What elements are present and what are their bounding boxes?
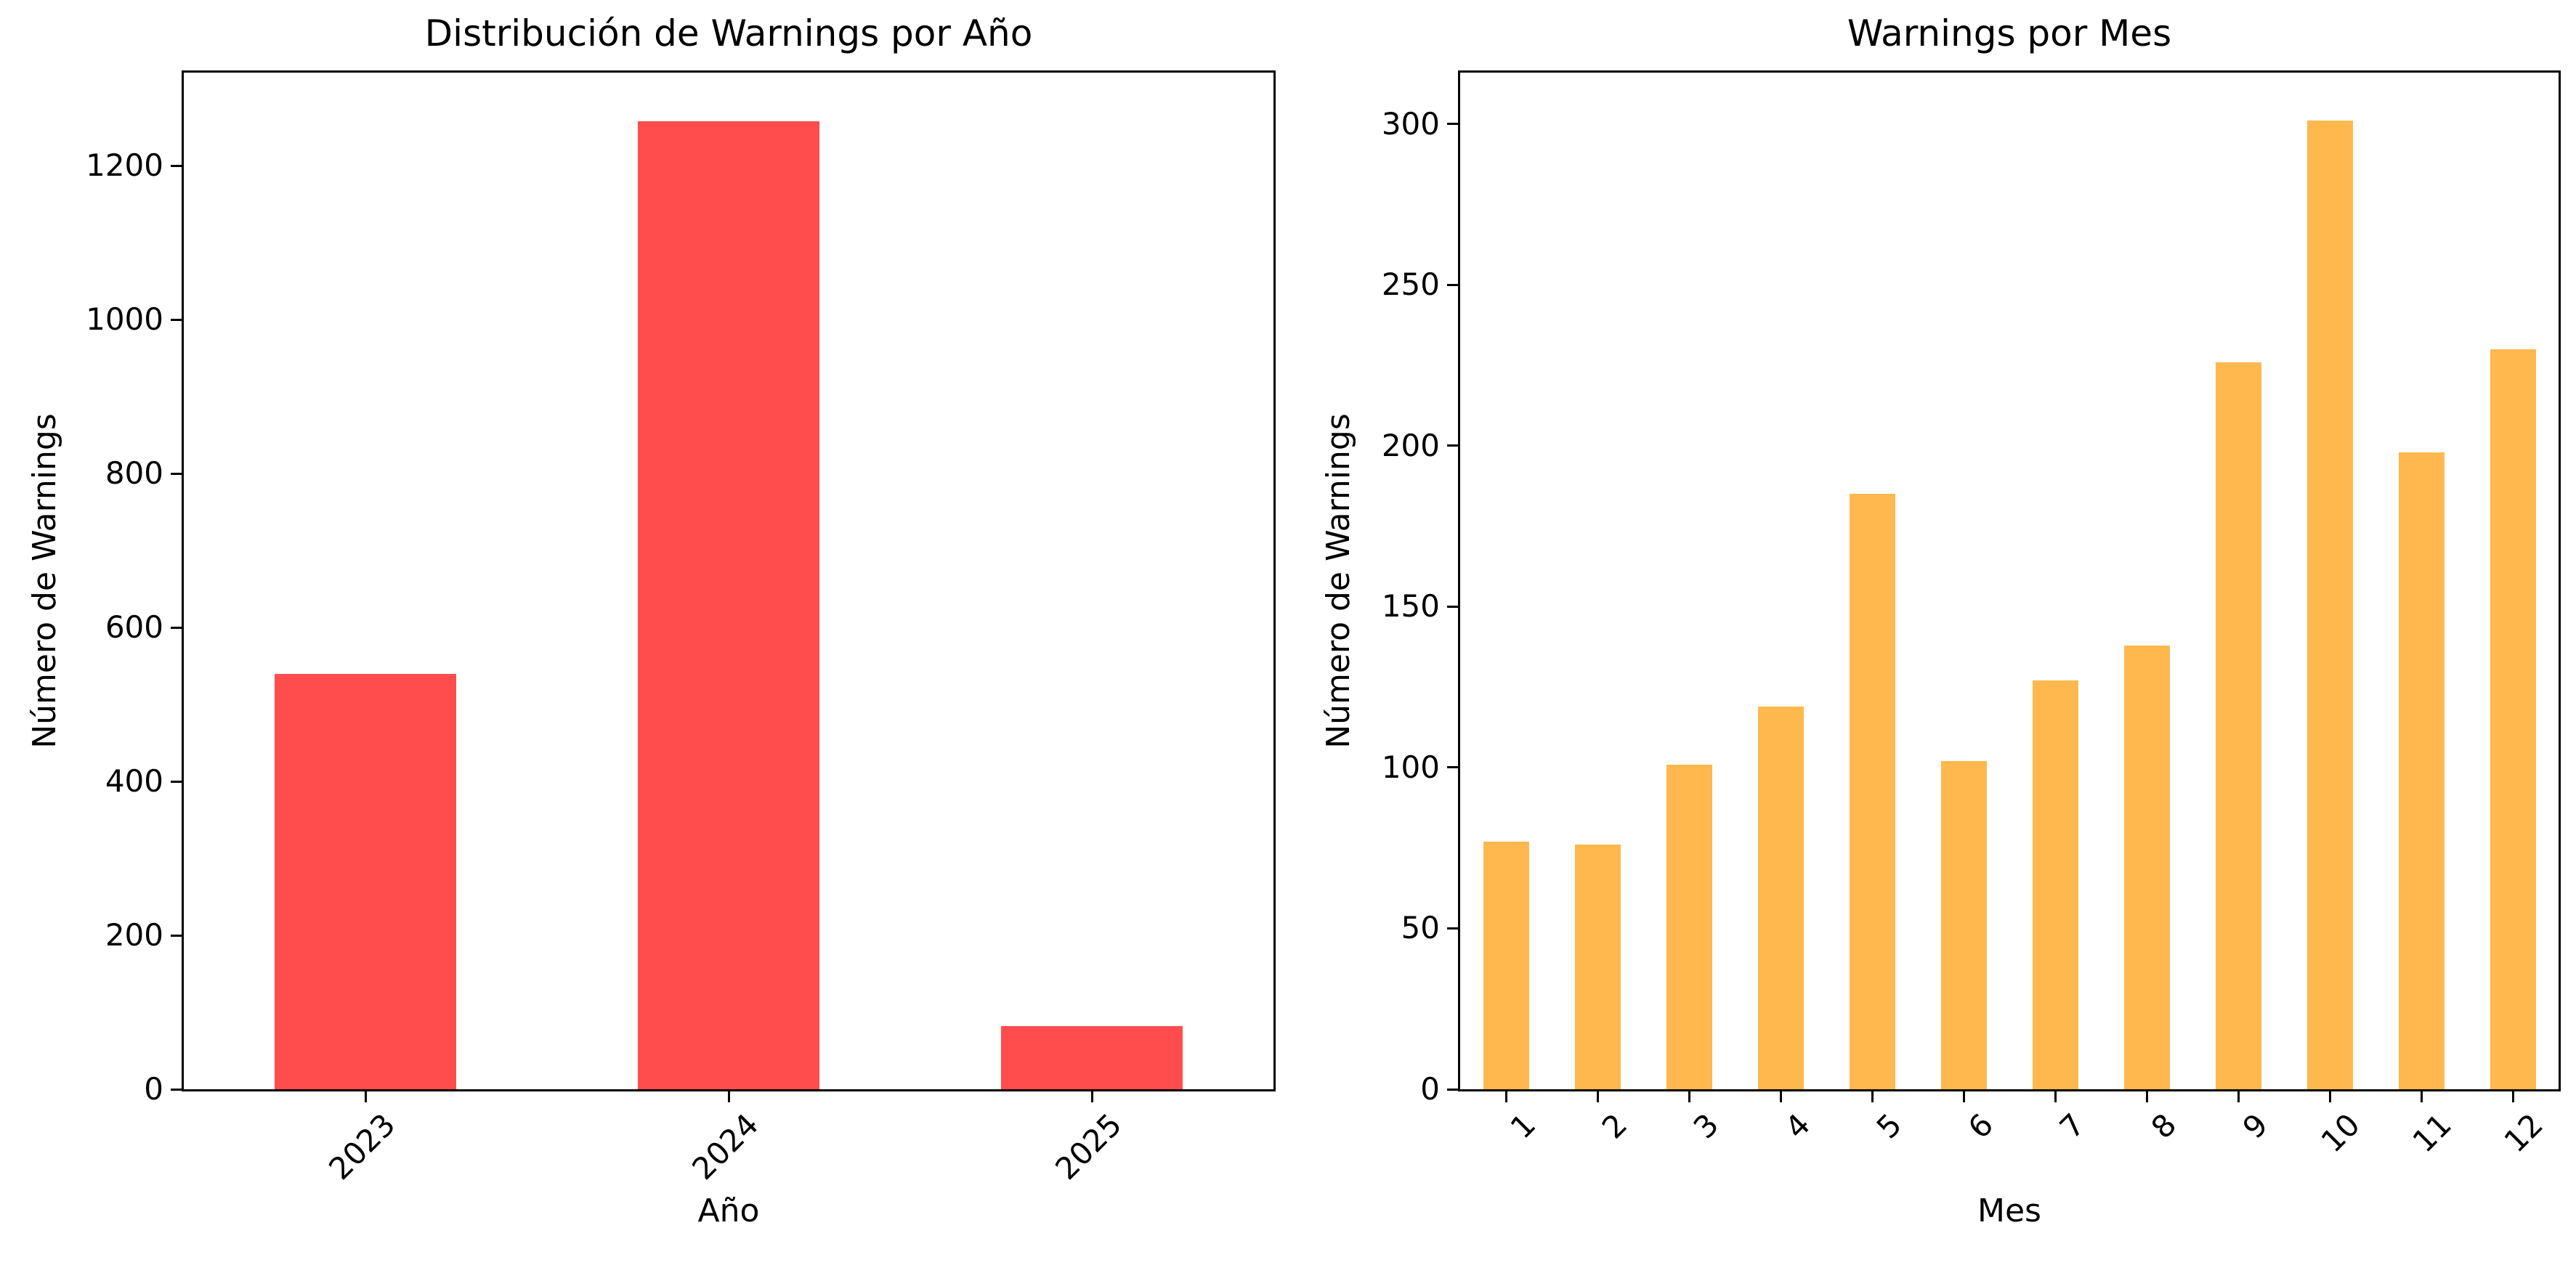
chart-title-year: Distribución de Warnings por Año — [424, 12, 1033, 54]
x-tick-label: 6 — [1961, 1106, 2001, 1146]
x-tick-mark — [1688, 1091, 1690, 1102]
bar-month-6 — [1940, 761, 1987, 1089]
bar-year-2023 — [275, 673, 456, 1089]
x-tick-mark — [2145, 1091, 2148, 1102]
x-tick-label: 7 — [2052, 1106, 2092, 1146]
y-tick-mark — [1447, 605, 1458, 608]
y-tick-label: 250 — [1381, 267, 1440, 303]
x-tick-mark — [1596, 1091, 1599, 1102]
bar-month-4 — [1757, 706, 1804, 1089]
y-tick-label: 300 — [1381, 105, 1440, 142]
y-tick-mark — [171, 934, 182, 937]
y-tick-label: 400 — [105, 763, 163, 800]
y-tick-mark — [1447, 1088, 1458, 1091]
y-tick-mark — [1447, 444, 1458, 447]
y-tick-label: 0 — [144, 1071, 163, 1107]
x-tick-label: 2024 — [685, 1106, 766, 1187]
y-tick-mark — [171, 626, 182, 629]
y-tick-mark — [1447, 123, 1458, 126]
x-tick-label: 10 — [2314, 1106, 2367, 1160]
x-tick-label: 12 — [2497, 1106, 2550, 1160]
y-tick-mark — [171, 318, 182, 321]
y-tick-mark — [1447, 283, 1458, 286]
bar-month-3 — [1666, 764, 1712, 1089]
y-tick-mark — [171, 1088, 182, 1091]
y-tick-label: 150 — [1381, 588, 1440, 625]
plot-border-year — [182, 70, 1276, 1091]
x-axis-label-month: Mes — [1977, 1192, 2041, 1229]
y-tick-mark — [171, 472, 182, 475]
x-tick-label: 2025 — [1048, 1106, 1129, 1187]
bar-month-11 — [2398, 452, 2445, 1089]
bar-year-2025 — [1001, 1026, 1183, 1089]
x-tick-mark — [364, 1091, 367, 1102]
bar-month-2 — [1574, 845, 1621, 1089]
x-tick-label: 8 — [2144, 1106, 2184, 1146]
y-tick-mark — [1447, 766, 1458, 769]
x-tick-mark — [2054, 1091, 2057, 1102]
x-tick-mark — [1962, 1091, 1965, 1102]
x-tick-label: 3 — [1686, 1106, 1726, 1146]
y-tick-label: 200 — [1381, 427, 1440, 463]
y-tick-label: 100 — [1381, 749, 1440, 785]
y-tick-label: 0 — [1420, 1071, 1440, 1107]
y-tick-mark — [171, 780, 182, 783]
y-tick-label: 800 — [105, 455, 163, 492]
y-tick-label: 50 — [1401, 910, 1440, 946]
chart-title-month: Warnings por Mes — [1847, 12, 2172, 54]
bar-year-2024 — [638, 121, 819, 1089]
y-tick-label: 200 — [105, 917, 163, 953]
bar-month-1 — [1483, 841, 1529, 1089]
y-tick-label: 1000 — [86, 301, 163, 338]
x-tick-mark — [2237, 1091, 2240, 1102]
bar-month-10 — [2306, 121, 2353, 1089]
x-tick-mark — [1504, 1091, 1507, 1102]
x-tick-label: 4 — [1778, 1106, 1818, 1146]
x-tick-label: 1 — [1503, 1106, 1543, 1146]
x-tick-label: 2023 — [322, 1106, 402, 1187]
x-tick-mark — [1090, 1091, 1093, 1102]
x-tick-label: 9 — [2235, 1106, 2275, 1146]
x-tick-label: 11 — [2405, 1106, 2458, 1160]
bar-month-5 — [1849, 494, 1895, 1089]
x-tick-mark — [2511, 1091, 2514, 1102]
bar-month-8 — [2123, 645, 2170, 1089]
y-tick-label: 600 — [105, 609, 163, 646]
x-tick-mark — [2328, 1091, 2331, 1102]
x-tick-mark — [727, 1091, 730, 1102]
x-tick-mark — [1871, 1091, 1874, 1102]
bar-month-12 — [2490, 349, 2536, 1089]
y-axis-label-month: Número de Warnings — [1320, 413, 1357, 749]
x-axis-label-year: Año — [697, 1192, 760, 1229]
bar-month-7 — [2032, 680, 2078, 1089]
plot-border-month — [1458, 70, 2561, 1091]
y-tick-mark — [171, 164, 182, 167]
y-tick-label: 1200 — [86, 147, 163, 184]
x-tick-label: 5 — [1869, 1106, 1909, 1146]
x-tick-label: 2 — [1595, 1106, 1635, 1146]
x-tick-mark — [1779, 1091, 1782, 1102]
y-tick-mark — [1447, 927, 1458, 930]
x-tick-mark — [2420, 1091, 2423, 1102]
bar-month-9 — [2215, 362, 2261, 1089]
